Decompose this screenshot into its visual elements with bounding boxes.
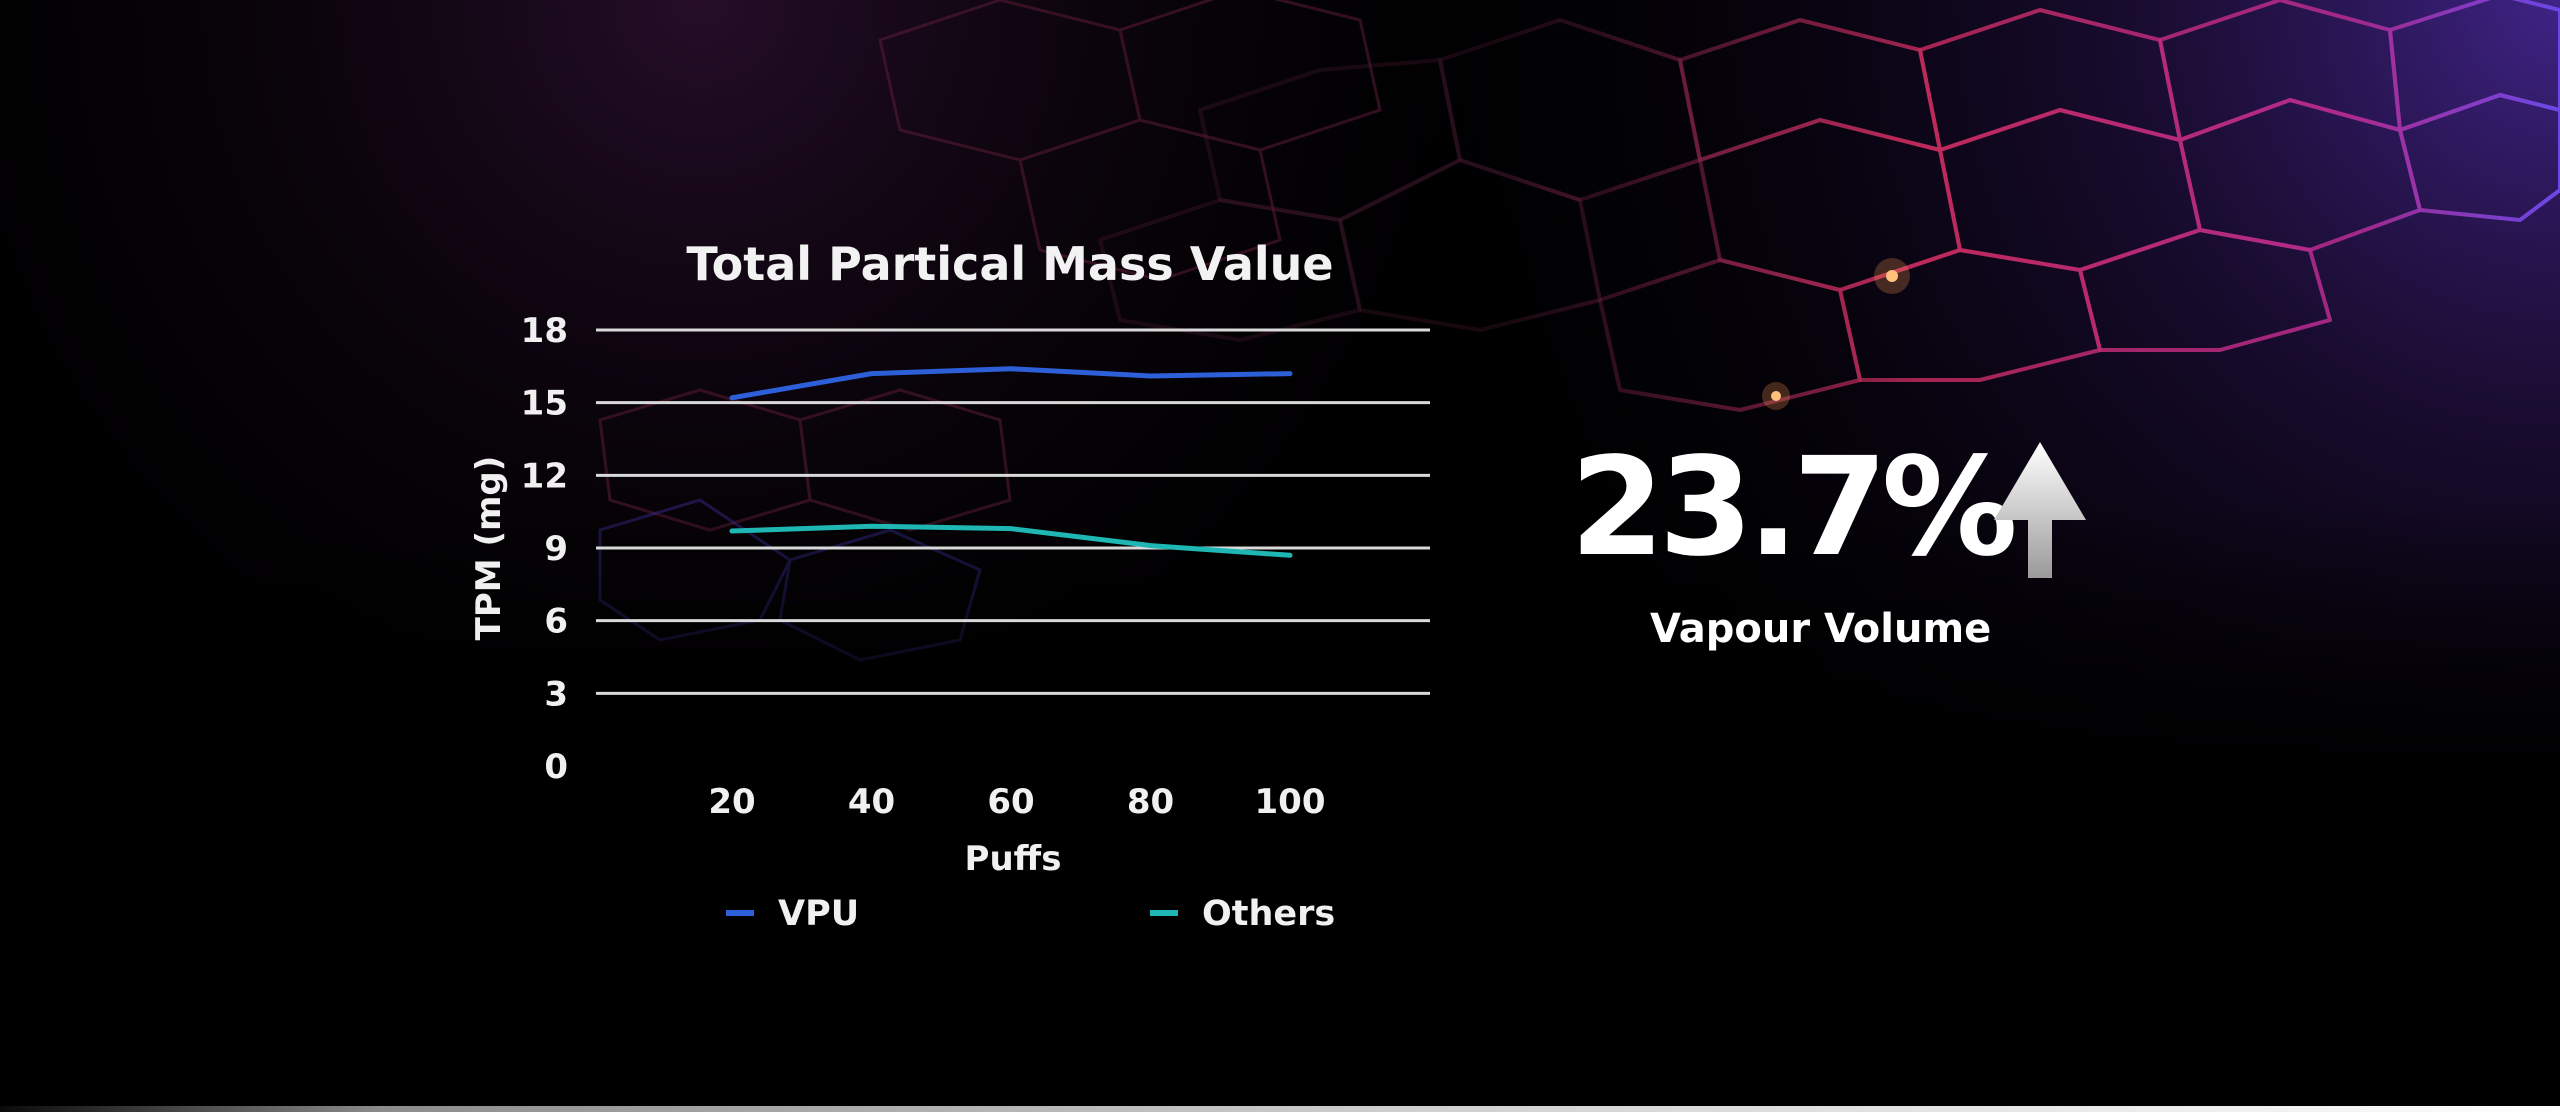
- chart-series: [729, 366, 1293, 558]
- data-point-vpu: [1009, 366, 1013, 371]
- series-line-vpu: [729, 366, 1293, 401]
- x-tick-label: 60: [987, 782, 1034, 822]
- data-point-vpu: [869, 371, 874, 376]
- vapour-volume-stat: 23.7% Vapour Volume: [1570, 440, 2090, 670]
- x-tick-label: 80: [1127, 782, 1174, 822]
- legend-label-others: Others: [1202, 894, 1335, 934]
- chart-legend: VPU Others: [726, 894, 1335, 934]
- y-tick-label: 18: [521, 311, 568, 351]
- data-point-vpu: [1288, 371, 1292, 376]
- y-axis-ticks: 0 3 6 9 12 15 18: [521, 311, 568, 787]
- data-point-others: [1288, 553, 1292, 558]
- y-tick-label: 0: [544, 747, 568, 787]
- x-axis-label: Puffs: [965, 839, 1062, 879]
- x-tick-label: 20: [708, 782, 755, 822]
- y-tick-label: 3: [544, 674, 568, 714]
- y-tick-label: 15: [521, 384, 568, 424]
- y-tick-label: 9: [544, 529, 568, 569]
- data-point-vpu: [730, 395, 734, 400]
- x-tick-label: 40: [848, 782, 895, 822]
- chart-gridlines: [596, 328, 1430, 695]
- bottom-divider: [0, 1106, 2560, 1112]
- stat-caption: Vapour Volume: [1650, 606, 1992, 652]
- stat-value: 23.7%: [1570, 429, 2018, 587]
- data-point-others: [1009, 526, 1013, 531]
- arrow-up-icon: [1994, 442, 2086, 578]
- data-point-others: [869, 524, 874, 529]
- x-axis-ticks: 20 40 60 80 100: [708, 782, 1325, 822]
- x-tick-label: 100: [1255, 782, 1326, 822]
- data-point-others: [730, 529, 734, 534]
- y-axis-label: TPM (mg): [469, 456, 509, 641]
- chart-title: Total Partical Mass Value: [686, 237, 1333, 291]
- y-tick-label: 6: [544, 602, 568, 642]
- y-tick-label: 12: [521, 456, 568, 496]
- data-point-vpu: [1148, 374, 1153, 379]
- data-point-others: [1148, 543, 1153, 548]
- legend-label-vpu: VPU: [778, 894, 859, 934]
